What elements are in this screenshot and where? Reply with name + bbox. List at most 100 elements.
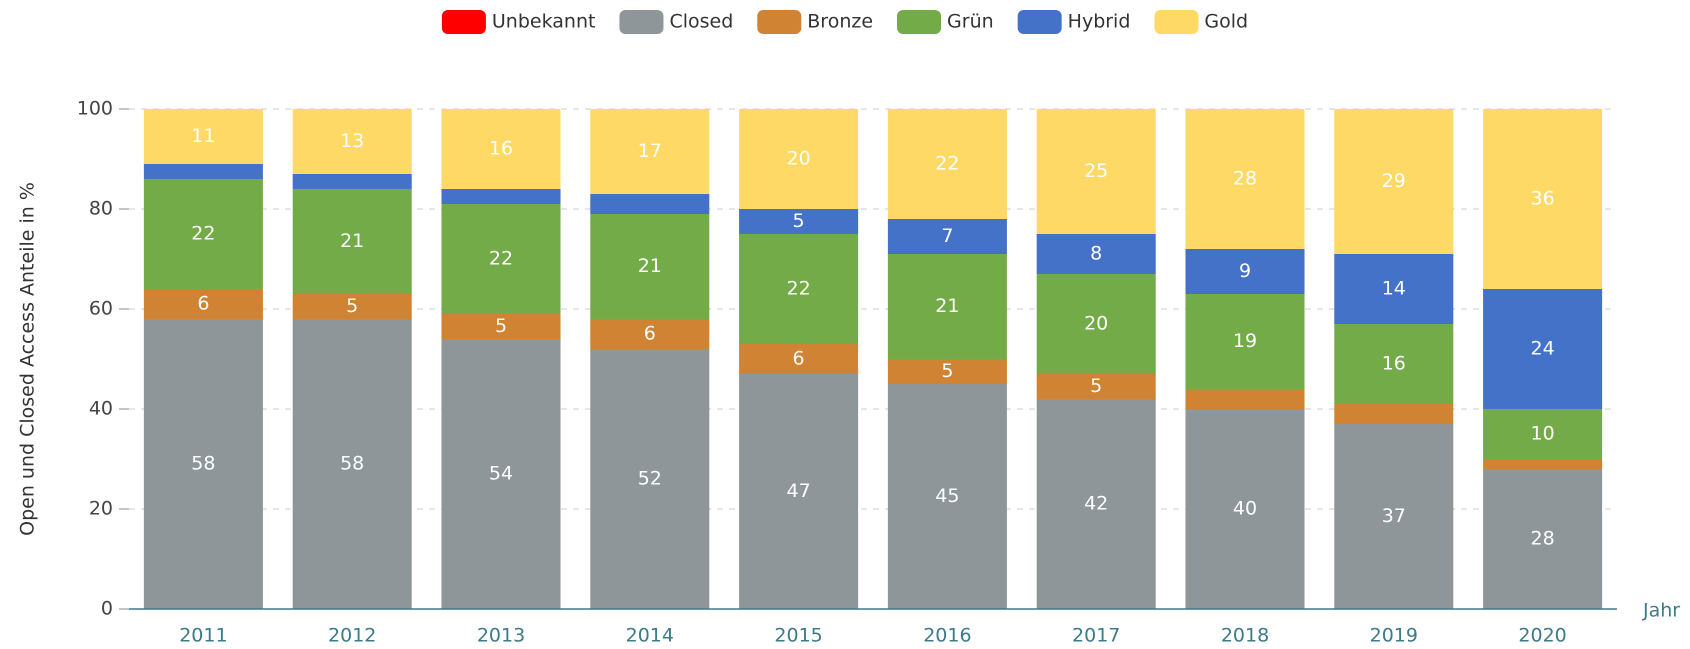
bar-segment <box>590 349 710 609</box>
x-axis-label: Jahr <box>1642 600 1680 622</box>
bar-segment <box>1036 234 1156 274</box>
value-label: 45 <box>935 485 959 507</box>
bar-segment <box>1483 289 1603 409</box>
value-label: 21 <box>638 255 662 277</box>
bar-segment <box>739 344 859 374</box>
bar-segment <box>441 339 561 609</box>
bar-segment <box>1483 469 1603 609</box>
value-label: 47 <box>787 480 811 502</box>
legend-swatch <box>897 10 942 34</box>
bar-segment <box>1334 254 1454 324</box>
bar-segment <box>292 189 412 294</box>
value-label: 28 <box>1531 528 1555 550</box>
bar-segment <box>1483 409 1603 459</box>
legend-label: Bronze <box>807 11 873 33</box>
bar-segment <box>1185 294 1305 389</box>
bar-segment <box>590 319 710 349</box>
value-label: 9 <box>1239 260 1251 282</box>
bar-segment <box>739 209 859 234</box>
value-label: 24 <box>1531 338 1555 360</box>
bar-segment <box>1334 404 1454 424</box>
value-label: 58 <box>340 453 364 475</box>
value-label: 52 <box>638 468 662 490</box>
value-label: 5 <box>941 360 953 382</box>
value-label: 20 <box>1084 313 1108 335</box>
x-tick-label: 2017 <box>1072 625 1120 647</box>
value-label: 28 <box>1233 168 1257 190</box>
bar-segment <box>887 254 1007 359</box>
value-label: 22 <box>935 153 959 175</box>
value-label: 36 <box>1531 188 1555 210</box>
value-label: 7 <box>941 225 953 247</box>
bar-segment <box>887 384 1007 609</box>
value-label: 21 <box>340 230 364 252</box>
value-label: 14 <box>1382 278 1406 300</box>
legend-label: Hybrid <box>1068 11 1131 33</box>
value-label: 21 <box>935 295 959 317</box>
value-label: 22 <box>191 223 215 245</box>
value-label: 6 <box>197 293 209 315</box>
value-label: 5 <box>1090 375 1102 397</box>
bar-segment <box>143 319 263 609</box>
value-label: 5 <box>495 315 507 337</box>
legend-label: Closed <box>669 11 733 33</box>
value-label: 8 <box>1090 243 1102 265</box>
legend-swatch <box>619 10 664 34</box>
value-label: 54 <box>489 463 513 485</box>
bar-segment <box>1334 109 1454 254</box>
bar-segment <box>1334 424 1454 609</box>
value-label: 13 <box>340 130 364 152</box>
bar-segment <box>441 189 561 204</box>
bar-segment <box>739 109 859 209</box>
legend-swatch <box>1154 10 1199 34</box>
bar-segment <box>1036 109 1156 234</box>
bar-segment <box>143 289 263 319</box>
bar-segment <box>1185 249 1305 294</box>
legend-swatch <box>1017 10 1062 34</box>
bar-segment <box>1185 109 1305 249</box>
bar-segment <box>441 314 561 339</box>
value-label: 25 <box>1084 160 1108 182</box>
legend-swatch <box>441 10 486 34</box>
x-tick-label: 2014 <box>626 625 674 647</box>
x-tick-label: 2018 <box>1221 625 1269 647</box>
value-label: 10 <box>1531 423 1555 445</box>
bar-segment <box>292 109 412 174</box>
y-tick-label: 80 <box>89 198 113 220</box>
value-label: 17 <box>638 140 662 162</box>
value-label: 22 <box>489 248 513 270</box>
y-tick-label: 40 <box>89 398 113 420</box>
value-label: 16 <box>489 138 513 160</box>
bar-segment <box>143 109 263 164</box>
bar-segment <box>590 214 710 319</box>
y-tick-label: 0 <box>101 598 113 620</box>
x-tick-label: 2013 <box>477 625 525 647</box>
value-label: 6 <box>793 348 805 370</box>
bar-segment <box>441 204 561 314</box>
bar-segment <box>292 174 412 189</box>
bar-segment <box>887 359 1007 384</box>
value-label: 58 <box>191 453 215 475</box>
bar-segment <box>292 294 412 319</box>
bar-segment <box>1334 324 1454 404</box>
value-label: 5 <box>793 210 805 232</box>
bar-segment <box>887 219 1007 254</box>
value-label: 22 <box>787 278 811 300</box>
bar-segment <box>143 164 263 179</box>
legend-label: Grün <box>947 11 994 33</box>
value-label: 11 <box>191 125 215 147</box>
value-label: 20 <box>787 148 811 170</box>
bar-segment <box>441 109 561 189</box>
x-tick-label: 2016 <box>923 625 971 647</box>
y-tick-label: 100 <box>77 98 113 120</box>
x-tick-label: 2015 <box>774 625 822 647</box>
x-tick-label: 2011 <box>179 625 227 647</box>
bar-segment <box>1483 109 1603 289</box>
bar-segment <box>292 319 412 609</box>
bar-segment <box>1036 399 1156 609</box>
bar-segment <box>1036 374 1156 399</box>
bar-segment <box>590 109 710 194</box>
value-label: 16 <box>1382 353 1406 375</box>
legend-label: Unbekannt <box>492 11 596 33</box>
